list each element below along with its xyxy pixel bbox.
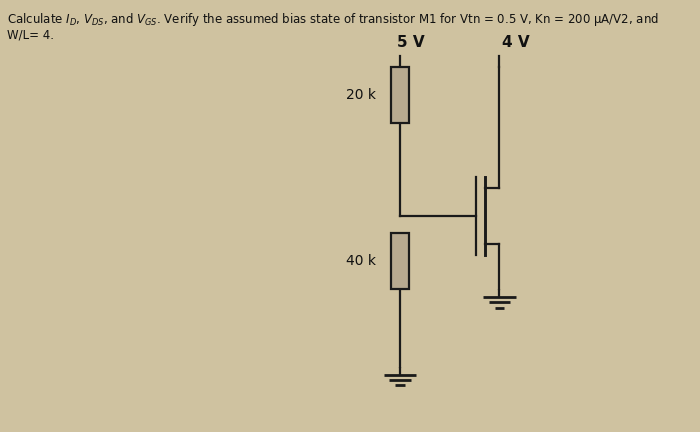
Bar <box>391 67 409 123</box>
Bar <box>391 233 409 289</box>
Text: W/L= 4.: W/L= 4. <box>7 28 54 41</box>
Text: Calculate $I_D$, $V_{DS}$, and $V_{GS}$. Verify the assumed bias state of transi: Calculate $I_D$, $V_{DS}$, and $V_{GS}$.… <box>7 11 659 28</box>
Text: 4 V: 4 V <box>502 35 530 50</box>
Text: 40 k: 40 k <box>346 254 376 268</box>
Text: 20 k: 20 k <box>346 88 376 102</box>
Text: 5 V: 5 V <box>397 35 424 50</box>
